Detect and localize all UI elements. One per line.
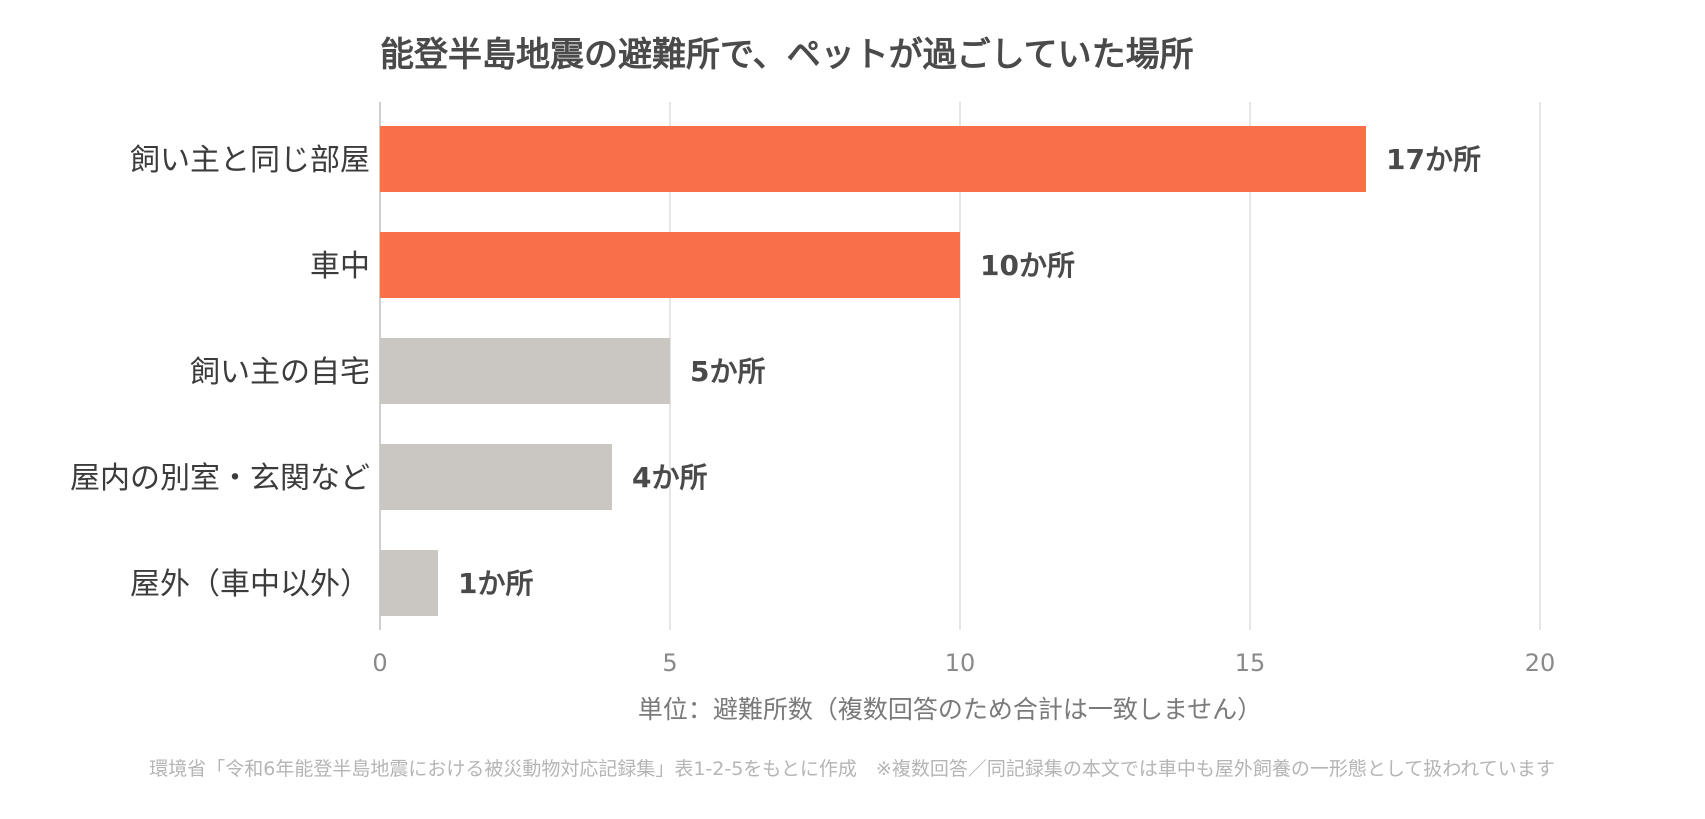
bar-1: [380, 232, 960, 298]
bar-4: [380, 550, 438, 616]
bar-0: [380, 126, 1366, 192]
x-tick-label-10: 10: [945, 649, 976, 677]
x-tick-label-5: 5: [662, 649, 677, 677]
value-label-4: 1か所: [458, 567, 533, 600]
category-label-4: 屋外（車中以外）: [130, 567, 370, 602]
category-label-0: 飼い主と同じ部屋: [130, 143, 370, 178]
category-label-3: 屋内の別室・玄関など: [70, 461, 370, 496]
x-axis-label: 単位：避難所数（複数回答のため合計は一致しません）: [638, 695, 1262, 724]
x-tick-label-0: 0: [372, 649, 387, 677]
category-label-2: 飼い主の自宅: [190, 355, 370, 390]
value-label-1: 10か所: [980, 249, 1075, 282]
category-label-1: 車中: [310, 249, 370, 284]
value-label-3: 4か所: [632, 461, 707, 494]
x-tick-label-20: 20: [1525, 649, 1556, 677]
bar-3: [380, 444, 612, 510]
chart-title: 能登半島地震の避難所で、ペットが過ごしていた場所: [380, 35, 1194, 75]
bars: [380, 126, 1366, 616]
x-axis-ticks: 0 5 10 15 20: [372, 649, 1555, 677]
source-note: 環境省「令和6年能登半島地震における被災動物対応記録集」表1-2-5をもとに作成…: [149, 758, 1555, 780]
x-tick-label-15: 15: [1235, 649, 1266, 677]
value-labels: 17か所 10か所 5か所 4か所 1か所: [458, 143, 1481, 600]
value-label-2: 5か所: [690, 355, 765, 388]
bar-2: [380, 338, 670, 404]
value-label-0: 17か所: [1386, 143, 1481, 176]
